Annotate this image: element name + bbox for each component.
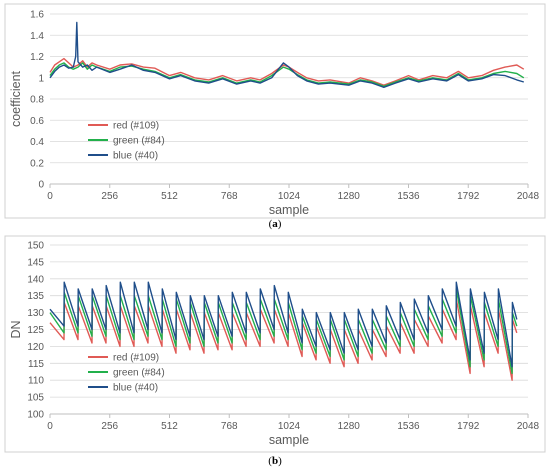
x-tick-label: 1280 bbox=[338, 421, 361, 432]
y-tick-label: 120 bbox=[27, 342, 44, 353]
y-tick-label: 1 bbox=[38, 73, 44, 84]
x-tick-label: 1536 bbox=[397, 191, 420, 202]
x-axis-title: sample bbox=[269, 203, 309, 217]
x-tick-label: 0 bbox=[47, 421, 53, 432]
x-tick-label: 512 bbox=[161, 421, 178, 432]
y-tick-label: 105 bbox=[27, 393, 44, 404]
x-tick-label: 1792 bbox=[457, 191, 480, 202]
y-tick-label: 110 bbox=[28, 376, 44, 387]
y-tick-label: 140 bbox=[27, 274, 44, 285]
chart-panel-a: 0 0.2 0.4 0.6 0.8 1 1.2 1.4 1.6 0 256 512 768 1024 128… bbox=[4, 3, 546, 230]
y-tick-label: 0.8 bbox=[30, 95, 44, 106]
chart-frame bbox=[4, 3, 546, 219]
y-tick-label: 100 bbox=[27, 410, 44, 421]
y-tick-label: 150 bbox=[27, 241, 44, 252]
x-tick-label: 256 bbox=[101, 191, 118, 202]
legend-label: blue (#40) bbox=[113, 151, 158, 162]
x-tick-label: 768 bbox=[221, 191, 238, 202]
y-tick-label: 115 bbox=[28, 359, 44, 370]
legend-label: blue (#40) bbox=[113, 383, 158, 394]
x-tick-label: 1280 bbox=[338, 191, 361, 202]
y-tick-label: 0.6 bbox=[30, 116, 44, 127]
chart-panel-b: 100 105 110 115 120 125 130 135 140 145 150 0 256 512… bbox=[4, 235, 546, 467]
y-tick-label: 1.6 bbox=[30, 10, 44, 21]
x-axis-title: sample bbox=[269, 433, 309, 447]
y-tick-label: 1.2 bbox=[30, 52, 44, 63]
series-line-blue bbox=[49, 281, 518, 368]
x-tick-label: 1792 bbox=[457, 421, 480, 432]
x-tick-label: 768 bbox=[221, 421, 238, 432]
y-tick-label: 1.4 bbox=[30, 31, 44, 42]
series-line-blue bbox=[49, 21, 525, 89]
y-tick-label: 145 bbox=[27, 257, 44, 268]
x-tick-label: 1024 bbox=[278, 191, 301, 202]
x-tick-label: 256 bbox=[101, 421, 118, 432]
legend-label: green (#84) bbox=[113, 136, 165, 147]
y-tick-label: 0 bbox=[38, 180, 44, 191]
y-tick-label: 0.4 bbox=[30, 137, 44, 148]
y-tick-label: 130 bbox=[27, 308, 44, 319]
panel-caption: (a) bbox=[269, 218, 282, 230]
series-line-green bbox=[49, 62, 525, 88]
legend-label: green (#84) bbox=[113, 368, 165, 379]
panel-caption: (b) bbox=[268, 455, 282, 467]
y-tick-label: 125 bbox=[27, 325, 44, 336]
x-tick-label: 1024 bbox=[278, 421, 301, 432]
y-tick-label: 135 bbox=[27, 291, 44, 302]
y-axis-title: coefficient bbox=[9, 70, 23, 127]
y-tick-label: 0.2 bbox=[30, 158, 44, 169]
chart-frame bbox=[4, 235, 546, 453]
x-tick-label: 512 bbox=[161, 191, 178, 202]
x-tick-label: 2048 bbox=[517, 191, 540, 202]
x-tick-label: 2048 bbox=[517, 421, 540, 432]
y-axis-title: DN bbox=[9, 320, 23, 338]
x-tick-label: 1536 bbox=[397, 421, 420, 432]
legend-label: red (#109) bbox=[113, 121, 159, 132]
x-tick-label: 0 bbox=[47, 191, 53, 202]
legend-label: red (#109) bbox=[113, 353, 159, 364]
